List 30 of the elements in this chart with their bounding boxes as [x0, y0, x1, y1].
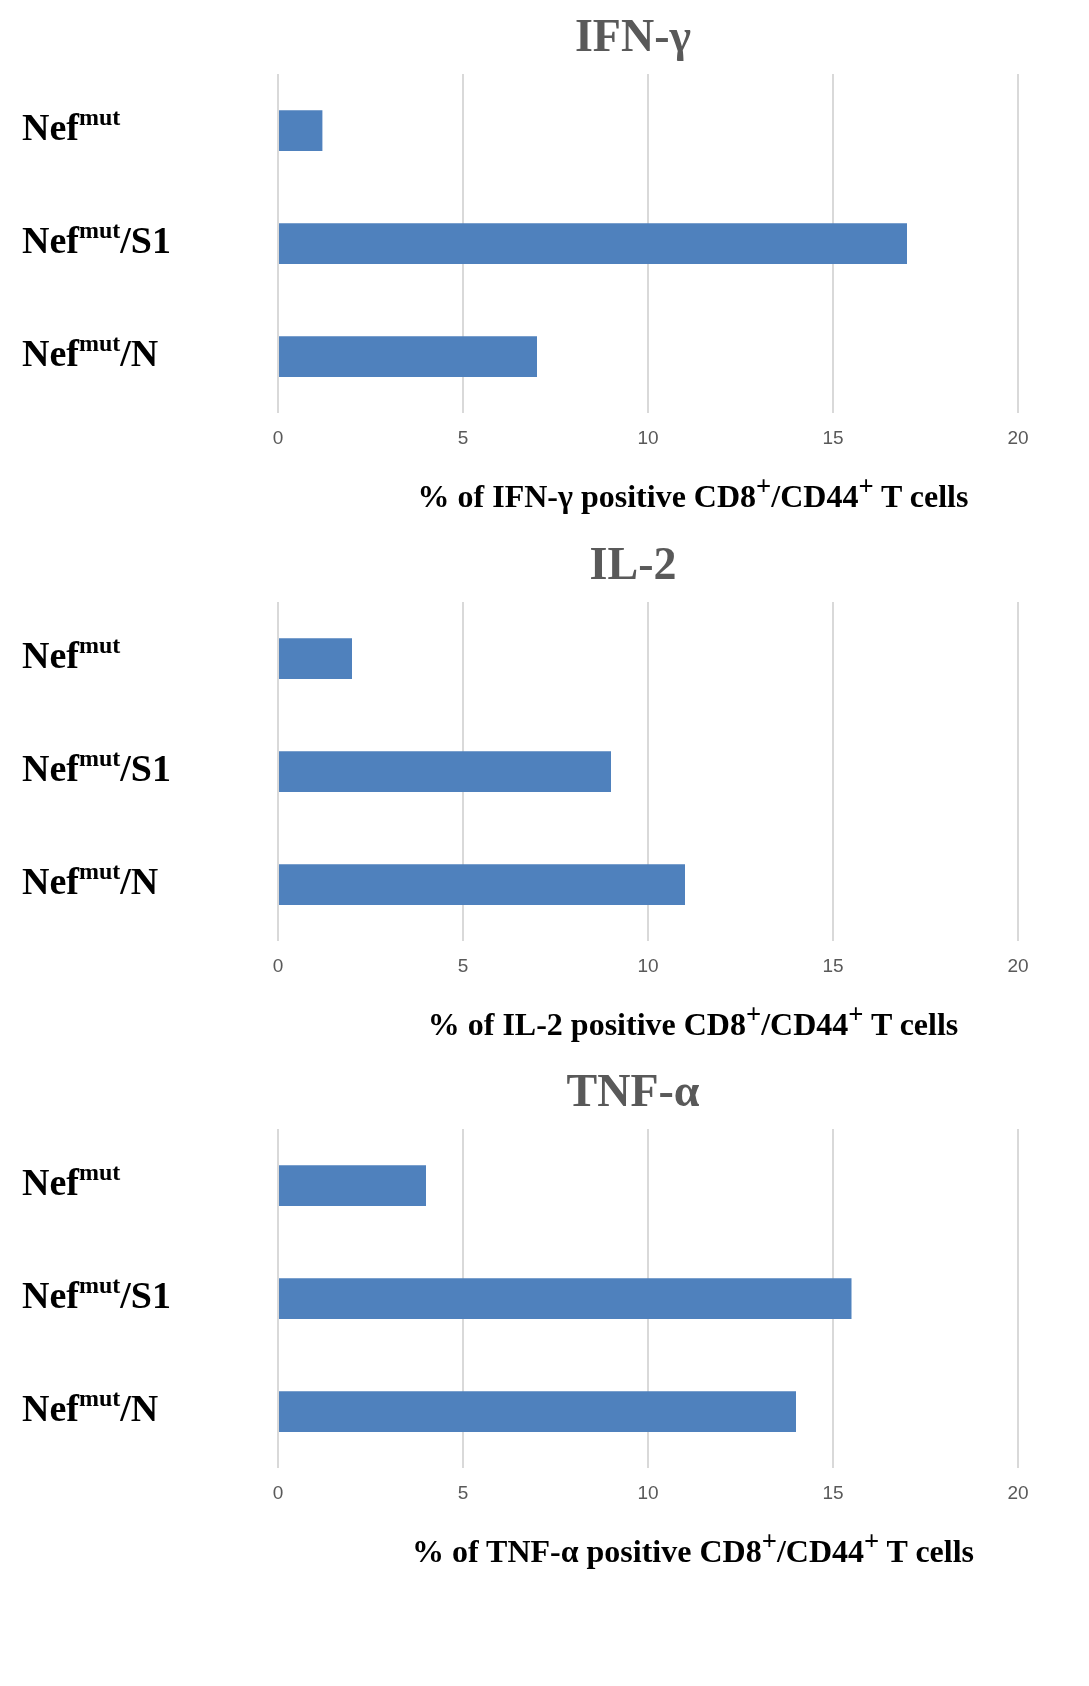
bar — [279, 223, 907, 264]
x-tick-label: 15 — [822, 1482, 844, 1504]
x-tick-label: 15 — [822, 426, 844, 448]
chart-title: IFN-γ — [573, 9, 693, 63]
x-tick-label: 0 — [272, 426, 284, 448]
bar — [279, 110, 323, 151]
x-tick-label: 10 — [637, 954, 659, 976]
bar — [279, 750, 611, 792]
x-axis-title: % of IFN-γ positive CD8$^{+}$/CD44$^{+}$ T cells — [416, 470, 970, 516]
bar — [279, 1165, 426, 1207]
chart-title: TNF-α — [565, 1064, 701, 1119]
bar — [279, 637, 352, 679]
bar — [279, 1391, 796, 1433]
x-tick-label: 10 — [637, 426, 659, 448]
x-tick-label: 10 — [637, 1482, 659, 1504]
x-tick-label: 20 — [1007, 954, 1029, 976]
x-tick-label: 0 — [272, 1482, 284, 1504]
x-tick-label: 5 — [457, 426, 469, 448]
x-axis-title: % of IL-2 positive CD8$^{+}$/CD44$^{+}$ T cells — [426, 997, 960, 1044]
bar — [279, 336, 537, 378]
x-tick-label: 15 — [822, 954, 844, 976]
bar — [279, 863, 685, 905]
chart-title: IL-2 — [588, 536, 678, 591]
x-tick-label: 20 — [1007, 426, 1029, 448]
x-tick-label: 5 — [457, 954, 469, 976]
x-tick-label: 0 — [272, 954, 284, 976]
bar — [279, 1278, 852, 1320]
x-tick-label: 5 — [457, 1482, 469, 1504]
x-tick-label: 20 — [1007, 1482, 1029, 1504]
x-axis-title: % of TNF-α positive CD8$^{+}$/CD44$^{+}$ T cells — [410, 1525, 975, 1571]
